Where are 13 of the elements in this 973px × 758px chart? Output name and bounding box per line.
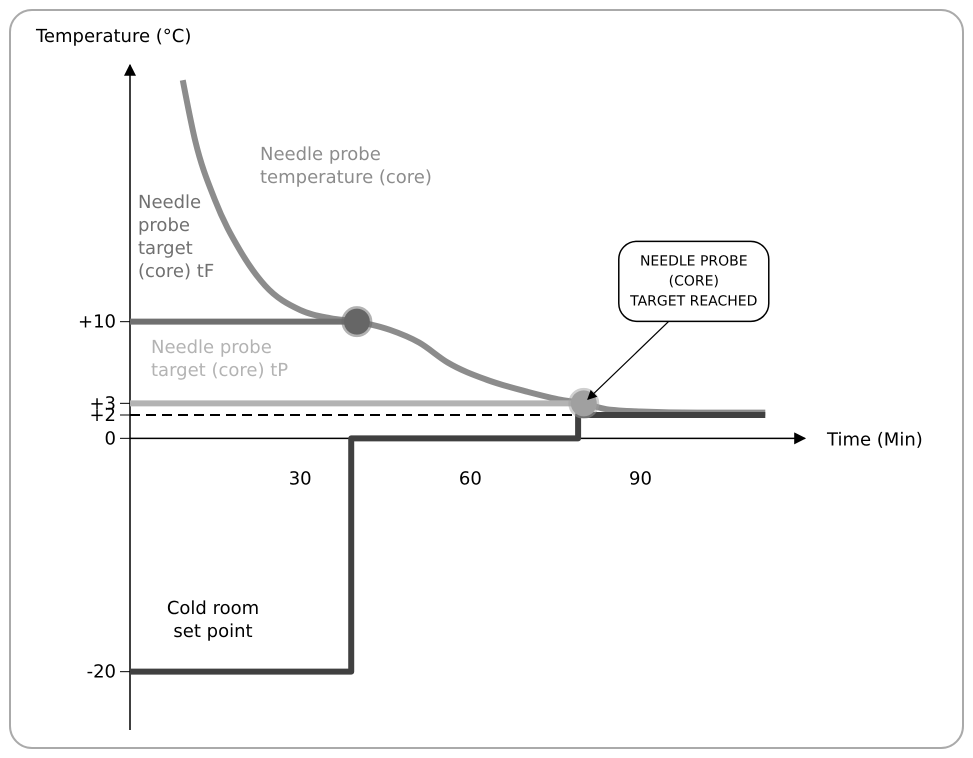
x-axis-title: Time (Min) <box>826 429 923 450</box>
x-tick-label: 30 <box>288 468 312 490</box>
y-tick-label: 0 <box>104 428 116 450</box>
x-tick-label: 60 <box>458 468 482 490</box>
text: Needle probe target (core) tF <box>138 192 214 282</box>
series-label: Cold room set point <box>166 598 260 642</box>
text: Needle probe temperature (core) <box>260 144 432 188</box>
y-tick-label: +10 <box>78 312 116 333</box>
x-tick-label: 90 <box>629 468 652 490</box>
annotation: NEEDLE PROBE (CORE) TARGET REACHED <box>629 253 758 310</box>
y-tick-label: -20 <box>86 662 116 683</box>
y-axis-title: Temperature (°C) <box>35 26 192 47</box>
series-label: Needle probe target (core) tP <box>151 337 288 381</box>
